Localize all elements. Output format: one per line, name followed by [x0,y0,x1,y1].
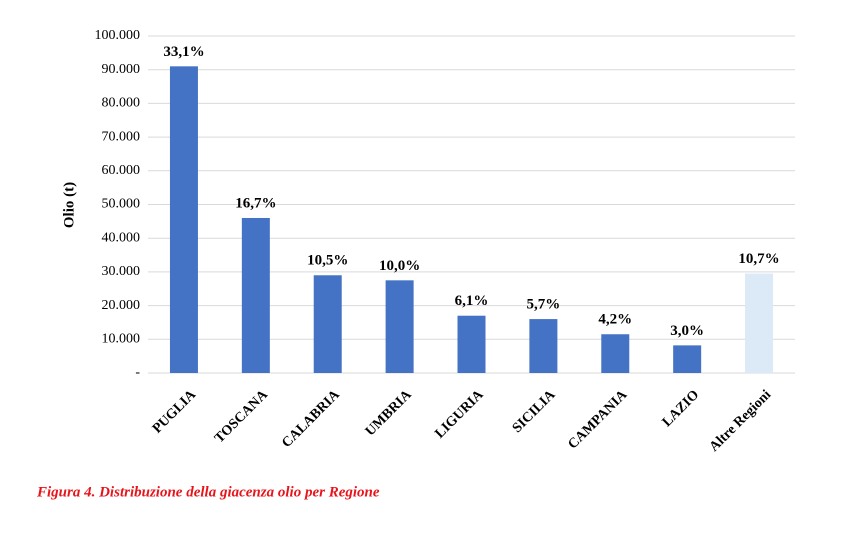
bar [745,273,774,373]
bar [313,275,342,373]
y-tick-label: 60.000 [102,163,141,178]
y-tick-label: - [135,365,140,380]
y-tick-label: 50.000 [102,197,141,212]
data-label: 33,1% [163,44,204,60]
data-label: 3,0% [670,323,704,339]
y-tick-label: 30.000 [102,264,141,279]
bar [529,319,558,373]
data-label: 10,0% [379,258,420,274]
y-tick-label: 40.000 [102,230,141,245]
y-tick-label: 80.000 [102,96,141,111]
bar [673,345,702,373]
bar [457,315,486,373]
bar [385,280,414,373]
y-tick-label: 20.000 [102,298,141,313]
bar [241,217,270,373]
data-label: 10,7% [738,251,779,267]
y-tick-label: 100.000 [95,28,141,43]
y-axis-title: Olio (t) [61,182,77,228]
bar [601,334,630,373]
data-label: 16,7% [235,195,276,211]
data-label: 10,5% [307,253,348,269]
data-label: 4,2% [598,312,632,328]
y-tick-label: 70.000 [102,129,141,144]
bar [169,66,198,373]
y-tick-label: 90.000 [102,62,141,77]
caption: Figura 4. Distribuzione della giacenza o… [36,484,380,500]
y-tick-label: 10.000 [102,332,141,347]
data-label: 5,7% [527,297,561,313]
data-label: 6,1% [455,293,489,309]
